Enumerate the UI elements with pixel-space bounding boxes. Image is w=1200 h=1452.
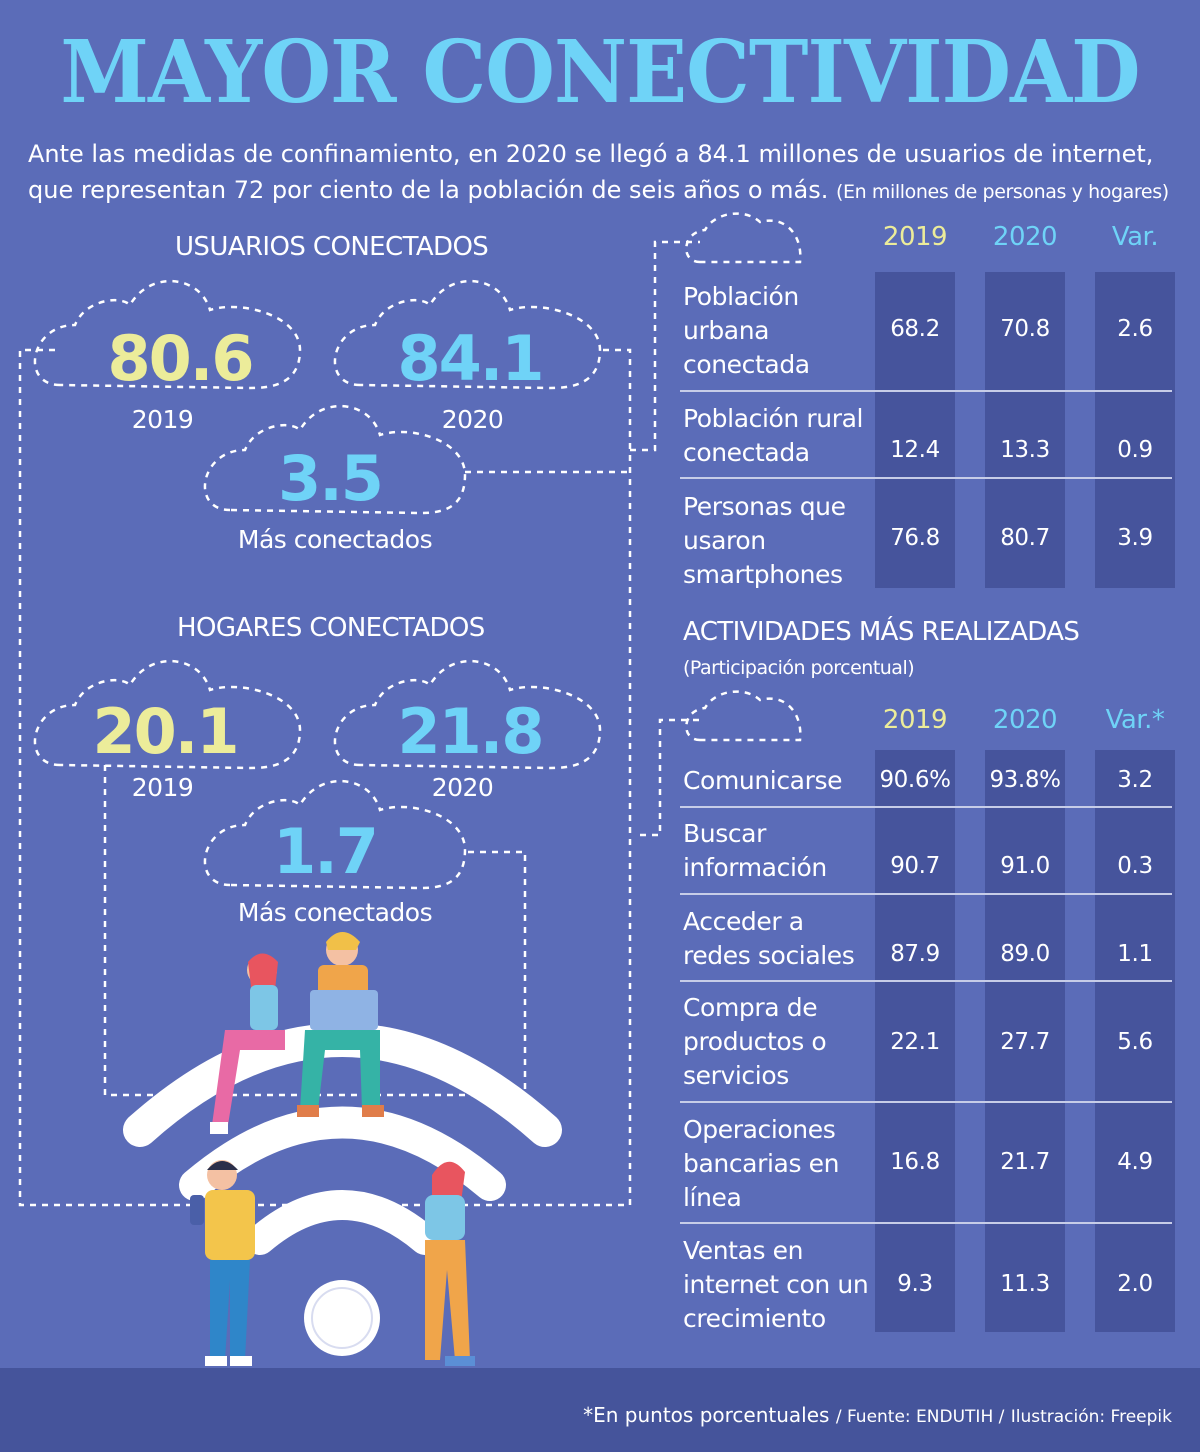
cloud-outline (685, 212, 802, 264)
table2-cell: 5.6 (1117, 1029, 1153, 1055)
table2-row-label: Compra de productos o servicios (683, 993, 827, 1090)
people-illustration (190, 932, 475, 1366)
table1-cell: 2.6 (1117, 316, 1153, 342)
row-divider (680, 390, 1172, 392)
dashed-clouds (33, 212, 802, 890)
table1-column-var (1095, 272, 1175, 588)
table2-header-2019: 2019 (882, 705, 948, 735)
table1-row-label: Personas que usaron smartphones (683, 492, 846, 589)
table2-cell: 9.3 (897, 1271, 933, 1297)
table2-cell: 91.0 (1000, 853, 1050, 879)
hogares-2019-label: 2019 (131, 773, 194, 802)
usuarios-diff-label: Más conectados (237, 525, 433, 554)
table2-cell: 87.9 (890, 941, 940, 967)
table2-column-var (1095, 750, 1175, 1332)
table1-row-label: Población urbana conectada (683, 282, 810, 379)
table2-header-2020: 2020 (992, 705, 1058, 735)
cloud-outline (33, 280, 302, 390)
table2-cell: 4.9 (1117, 1149, 1153, 1175)
table2-cell: 11.3 (1000, 1271, 1050, 1297)
page-title: MAYOR CONECTIVIDAD (60, 22, 1140, 123)
table2-cell: 90.7 (890, 853, 940, 879)
cloud-outline (333, 660, 602, 770)
table1-cell: 12.4 (890, 437, 940, 463)
table1-header-2020: 2020 (992, 222, 1058, 252)
hogares-diff-value: 1.7 (273, 815, 379, 888)
intro-line-2: que representan 72 por ciento de la pobl… (28, 172, 1188, 210)
hogares-2019-value: 20.1 (92, 695, 240, 768)
intro-line-1: Ante las medidas de confinamiento, en 20… (28, 140, 1154, 168)
table2-row-label: Ventas en internet con un crecimiento (683, 1236, 869, 1333)
usuarios-2020-label: 2020 (441, 405, 504, 434)
footer-note: *En puntos porcentuales (583, 1403, 830, 1427)
footer-band (0, 1368, 1200, 1452)
table2-cell: 89.0 (1000, 941, 1050, 967)
table1-cell: 0.9 (1117, 437, 1153, 463)
table1-cell: 3.9 (1117, 525, 1153, 551)
table1-cell: 76.8 (890, 525, 940, 551)
table1-column-2020 (985, 272, 1065, 588)
cloud-outline (203, 405, 467, 515)
row-divider (680, 1101, 1172, 1103)
table1-header-var: Var. (1111, 222, 1159, 252)
usuarios-2019-value: 80.6 (107, 322, 255, 395)
table2-row-label: Operaciones bancarias en línea (683, 1115, 840, 1212)
table2-cell: 93.8% (989, 767, 1061, 793)
actividades-title: ACTIVIDADES MÁS REALIZADAS (683, 617, 1080, 647)
table1-header-2019: 2019 (882, 222, 948, 252)
usuarios-2020-value: 84.1 (397, 322, 545, 395)
hogares-2020-label: 2020 (431, 773, 494, 802)
row-divider (680, 1222, 1172, 1224)
footer-source: / Fuente: ENDUTIH / (835, 1407, 1005, 1427)
hogares-2020-value: 21.8 (397, 695, 545, 768)
table2-cell: 16.8 (890, 1149, 940, 1175)
row-divider (680, 806, 1172, 808)
row-divider (680, 477, 1172, 479)
table2-column-2019 (875, 750, 955, 1332)
table2-column-2020 (985, 750, 1065, 1332)
intro-unit-note: (En millones de personas y hogares) (836, 181, 1169, 203)
table2-cell: 1.1 (1117, 941, 1153, 967)
table2-row-label: Buscar información (683, 819, 827, 882)
hogares-title: HOGARES CONECTADOS (177, 613, 485, 643)
cloud-outline (33, 660, 302, 770)
table1-cell: 13.3 (1000, 437, 1050, 463)
table1-cell: 68.2 (890, 316, 940, 342)
row-divider (680, 980, 1172, 982)
table2-cell: 22.1 (890, 1029, 940, 1055)
actividades-subtitle: (Participación porcentual) (683, 657, 915, 679)
table2-cell: 3.2 (1117, 767, 1153, 793)
table2-cell: 21.7 (1000, 1149, 1050, 1175)
table2-row-label: Comunicarse (683, 766, 843, 795)
cloud-outline (685, 690, 802, 742)
hogares-diff-label: Más conectados (237, 898, 433, 927)
table1-row-label: Población rural conectada (683, 404, 864, 467)
table2-row-label: Acceder a redes sociales (683, 907, 855, 970)
footer-credit: Ilustración: Freepik (1010, 1407, 1172, 1427)
table1-column-2019 (875, 272, 955, 588)
table1-cell: 80.7 (1000, 525, 1050, 551)
table2-header-var: Var.* (1105, 705, 1165, 735)
row-divider (680, 893, 1172, 895)
intro-line-2-main: que representan 72 por ciento de la pobl… (28, 176, 829, 204)
intro-text: Ante las medidas de confinamiento, en 20… (28, 136, 1188, 210)
usuarios-diff-value: 3.5 (278, 442, 384, 515)
table2-cell: 2.0 (1117, 1271, 1153, 1297)
table2-cell: 27.7 (1000, 1029, 1050, 1055)
table2-cell: 0.3 (1117, 853, 1153, 879)
footer-credits: *En puntos porcentuales / Fuente: ENDUTI… (583, 1403, 1172, 1427)
table2-cell: 90.6% (879, 767, 951, 793)
usuarios-2019-label: 2019 (131, 405, 194, 434)
usuarios-title: USUARIOS CONECTADOS (175, 232, 489, 262)
table1-cell: 70.8 (1000, 316, 1050, 342)
cloud-outline (333, 280, 602, 390)
cloud-outline (203, 780, 467, 890)
